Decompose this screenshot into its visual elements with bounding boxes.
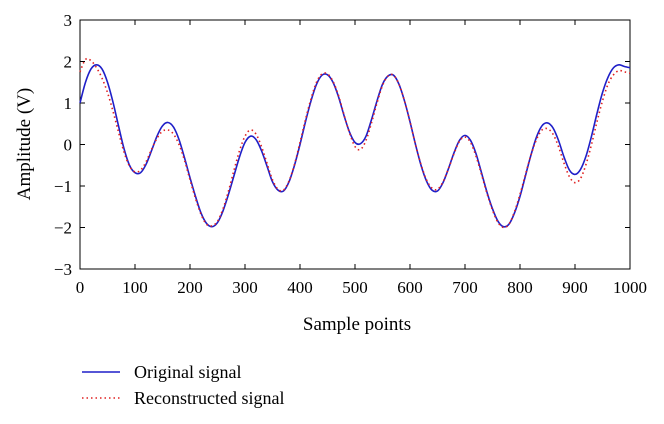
y-tick-label: 1 [64,94,73,113]
y-tick-label: 0 [64,136,73,155]
y-tick-label: 3 [64,11,73,30]
x-tick-label: 400 [287,278,313,297]
x-tick-label: 700 [452,278,478,297]
legend-label-reconstructed: Reconstructed signal [134,388,284,408]
legend-label-original: Original signal [134,362,241,382]
y-tick-label: −3 [54,260,72,279]
x-tick-label: 500 [342,278,368,297]
plot-area [79,19,631,270]
x-tick-label: 600 [397,278,423,297]
legend: Original signal Reconstructed signal [82,362,284,408]
y-tick-label: −1 [54,177,72,196]
x-tick-label: 200 [177,278,203,297]
x-tick-label: 1000 [613,278,647,297]
series-lines [79,57,631,229]
series-line-reconstructed [79,57,631,229]
y-tick-label: −2 [54,219,72,238]
x-tick-label: 900 [562,278,588,297]
series-line-original [79,64,631,228]
y-tick-label: 2 [64,53,73,72]
y-axis-label: Amplitude (V) [14,88,35,200]
plot-frame [79,19,631,270]
x-tick-label: 0 [76,278,85,297]
x-tick-label: 300 [232,278,258,297]
x-tick-label: 800 [507,278,533,297]
x-axis-label: Sample points [303,314,411,335]
axis-ticks: 0 100 200 300 400 500 600 700 800 900 1000 −3 −2 −1 0 1… [54,11,647,297]
x-tick-label: 100 [122,278,148,297]
